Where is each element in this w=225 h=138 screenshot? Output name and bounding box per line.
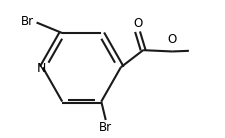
- Text: N: N: [37, 62, 46, 75]
- Text: O: O: [167, 33, 176, 46]
- Text: Br: Br: [21, 15, 34, 28]
- Text: O: O: [132, 17, 142, 30]
- Text: Br: Br: [99, 121, 112, 134]
